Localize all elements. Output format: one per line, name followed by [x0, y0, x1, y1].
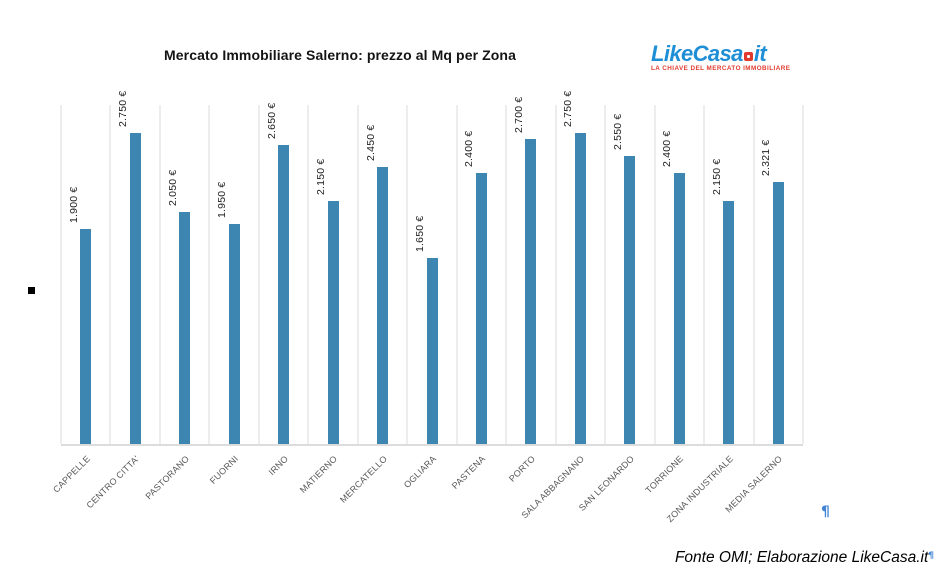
gridline: [802, 105, 804, 444]
likecasa-logo: LikeCasa it LA CHIAVE DEL MERCATO IMMOBIL…: [651, 41, 791, 73]
gridline: [653, 105, 656, 444]
chart-bar: [475, 173, 487, 444]
gridline: [158, 105, 161, 444]
gridline: [604, 105, 607, 444]
x-axis-label: CAPPELLE: [50, 453, 92, 495]
object-anchor-marker: [28, 287, 35, 294]
x-axis-label: PORTO: [506, 453, 538, 484]
gridline: [109, 105, 112, 444]
likecasa-logo-text: LikeCasa it: [651, 41, 791, 66]
bar-value-label: 2.321 €: [760, 139, 773, 176]
x-axis-label: OGLIARA: [401, 453, 439, 490]
chart-bar: [179, 212, 191, 444]
chart-bar: [129, 133, 141, 444]
bar-value-label: 2.450 €: [364, 124, 377, 161]
x-axis-label: ZONA INDUSTRIALE: [664, 453, 735, 525]
bar-value-label: 1.950 €: [216, 181, 229, 218]
chart-bar: [624, 156, 636, 444]
x-axis-label: SALA ABBAGNANO: [519, 453, 587, 521]
x-axis-label: PASTENA: [450, 453, 488, 491]
paragraph-mark: ¶: [821, 504, 830, 520]
gridline: [307, 105, 310, 444]
gridline: [257, 105, 260, 444]
gridline: [455, 105, 458, 444]
bar-value-label: 2.400 €: [661, 130, 674, 167]
chart-title: Mercato Immobiliare Salerno: prezzo al M…: [164, 47, 516, 63]
bar-value-label: 1.650 €: [414, 215, 426, 252]
gridline: [703, 105, 706, 444]
bar-value-label: 2.700 €: [512, 96, 525, 133]
chart-bar: [772, 182, 784, 444]
x-axis-label: IRNO: [266, 453, 290, 478]
gridline: [208, 105, 211, 444]
chart-bar: [377, 167, 389, 444]
x-axis-label: MATIERNO: [297, 453, 340, 495]
chart-bar: [525, 139, 537, 444]
chart-bar: [426, 258, 438, 444]
bar-value-label: 2.750 €: [562, 90, 575, 127]
x-axis-label: SAN LEONARDO: [576, 453, 637, 513]
x-axis-label: CENTRO CITTA': [84, 453, 142, 511]
chart-bar: [278, 145, 290, 444]
bar-value-label: 2.150 €: [710, 158, 723, 195]
gridline: [60, 105, 62, 444]
bar-value-label: 2.550 €: [611, 113, 624, 150]
gridline: [752, 105, 755, 444]
x-axis-label: TORRIONE: [643, 453, 686, 496]
gridline: [554, 105, 557, 444]
logo-casa-text: Casa: [692, 41, 744, 66]
source-note: Fonte OMI; Elaborazione LikeCasa.it¶: [675, 549, 934, 567]
gridline: [406, 105, 409, 444]
logo-it-text: it: [753, 41, 767, 66]
chart-bar: [228, 224, 240, 444]
x-axis-line: [61, 444, 803, 446]
chart-bar: [574, 133, 586, 444]
logo-red-dot-icon: [743, 52, 753, 61]
bar-value-label: 2.650 €: [265, 102, 278, 139]
chart-bar: [673, 173, 685, 444]
logo-tagline: LA CHIAVE DEL MERCATO IMMOBILIARE: [651, 65, 791, 72]
bar-value-label: 2.050 €: [166, 169, 179, 206]
paragraph-mark-small: ¶: [928, 551, 934, 561]
bar-value-label: 2.400 €: [463, 130, 476, 167]
chart-bar: [327, 201, 339, 444]
chart-bar: [80, 229, 92, 444]
bar-value-label: 1.900 €: [67, 186, 80, 223]
bar-value-label: 2.750 €: [117, 90, 130, 127]
x-axis-label: MERCATELLO: [337, 453, 389, 505]
x-axis-label: MEDIA SALERNO: [723, 453, 785, 515]
gridline: [505, 105, 508, 444]
bar-value-label: 2.150 €: [315, 158, 328, 195]
x-axis-label: FUORNI: [207, 453, 241, 486]
gridline: [356, 105, 359, 444]
logo-like-text: Like: [651, 41, 693, 66]
chart-bar: [723, 201, 735, 444]
source-text: Fonte OMI; Elaborazione LikeCasa.it: [674, 549, 929, 566]
x-axis-label: PASTORANO: [143, 453, 191, 502]
